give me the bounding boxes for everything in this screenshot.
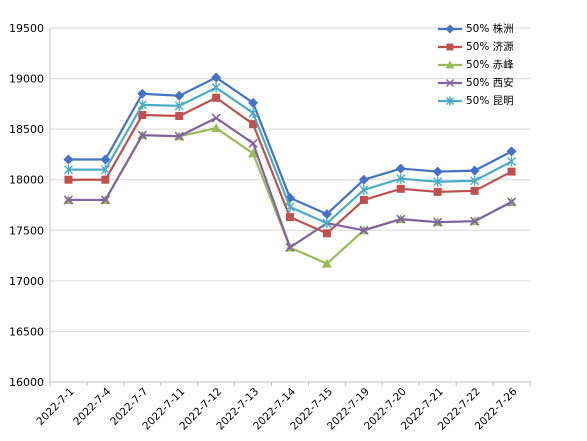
x-tick-label: 2022-7-4 bbox=[71, 385, 113, 427]
data-point bbox=[64, 175, 73, 184]
data-point bbox=[175, 111, 184, 120]
data-point bbox=[285, 242, 295, 253]
legend-item: 50% 赤峰 bbox=[436, 56, 576, 74]
data-point bbox=[100, 164, 110, 175]
data-point bbox=[507, 167, 516, 176]
y-tick-label: 18000 bbox=[9, 174, 44, 187]
legend-item: 50% 济源 bbox=[436, 38, 576, 56]
y-tick-label: 19000 bbox=[9, 73, 44, 86]
data-point bbox=[285, 202, 295, 213]
data-point bbox=[286, 213, 294, 222]
data-point bbox=[63, 195, 74, 205]
data-point bbox=[396, 184, 405, 193]
data-point bbox=[248, 138, 258, 148]
y-tick-label: 18500 bbox=[9, 123, 44, 136]
data-point bbox=[100, 195, 110, 205]
data-point bbox=[432, 166, 443, 177]
data-point bbox=[63, 154, 74, 165]
data-point bbox=[137, 99, 147, 110]
data-point bbox=[174, 100, 184, 111]
data-point bbox=[248, 107, 258, 118]
data-point bbox=[359, 184, 369, 195]
y-tick-label: 17000 bbox=[9, 275, 44, 288]
data-point bbox=[63, 164, 73, 175]
data-point bbox=[396, 214, 406, 224]
data-point bbox=[211, 123, 222, 133]
data-point bbox=[433, 217, 443, 227]
legend-label: 50% 昆明 bbox=[466, 95, 514, 107]
data-point bbox=[433, 176, 443, 187]
data-point bbox=[470, 216, 480, 226]
y-tick-label: 16500 bbox=[9, 325, 44, 338]
data-point bbox=[137, 88, 148, 99]
data-point bbox=[248, 97, 259, 108]
data-point bbox=[469, 165, 480, 176]
data-point bbox=[212, 93, 221, 102]
data-point bbox=[506, 197, 517, 207]
star-marker-icon bbox=[438, 96, 462, 106]
legend-label: 50% 西安 bbox=[466, 77, 514, 89]
data-point bbox=[322, 229, 331, 238]
data-point bbox=[395, 163, 406, 174]
data-point bbox=[174, 90, 185, 101]
x-tick-label: 2022-7-1 bbox=[34, 386, 76, 428]
square-marker-icon bbox=[438, 43, 462, 51]
legend-label: 50% 赤峰 bbox=[466, 59, 514, 71]
data-point bbox=[321, 209, 332, 220]
triangle-marker-icon bbox=[438, 60, 462, 69]
diamond-marker-icon bbox=[438, 24, 462, 34]
legend: 50% 株洲 50% 济源 50% 赤峰 50% 西安 50% 昆明 bbox=[436, 20, 576, 110]
data-point bbox=[211, 82, 221, 93]
series-line-4 bbox=[68, 116, 513, 250]
data-point bbox=[396, 173, 406, 184]
y-tick-label: 16000 bbox=[9, 376, 44, 389]
data-point bbox=[100, 154, 111, 165]
data-point bbox=[470, 175, 480, 186]
legend-item: 50% 株洲 bbox=[436, 20, 576, 38]
data-point bbox=[101, 175, 110, 184]
data-point bbox=[211, 72, 222, 83]
data-point bbox=[249, 120, 258, 129]
data-point bbox=[433, 187, 442, 196]
legend-label: 50% 株洲 bbox=[466, 23, 514, 35]
data-point bbox=[137, 130, 147, 140]
data-point bbox=[174, 131, 184, 141]
data-point bbox=[507, 156, 517, 167]
data-point bbox=[138, 110, 147, 119]
data-point bbox=[322, 218, 332, 229]
data-point bbox=[470, 186, 479, 195]
x-marker-icon bbox=[438, 78, 462, 88]
legend-item: 50% 西安 bbox=[436, 74, 576, 92]
data-point bbox=[359, 225, 369, 235]
data-point bbox=[321, 258, 332, 268]
data-point bbox=[248, 148, 259, 158]
data-point bbox=[358, 174, 369, 185]
legend-item: 50% 昆明 bbox=[436, 92, 576, 110]
legend-label: 50% 济源 bbox=[466, 41, 514, 53]
data-point bbox=[506, 146, 517, 157]
data-point bbox=[359, 195, 368, 204]
data-point bbox=[211, 113, 221, 123]
y-tick-label: 17500 bbox=[9, 224, 44, 237]
y-tick-label: 19500 bbox=[9, 22, 44, 35]
